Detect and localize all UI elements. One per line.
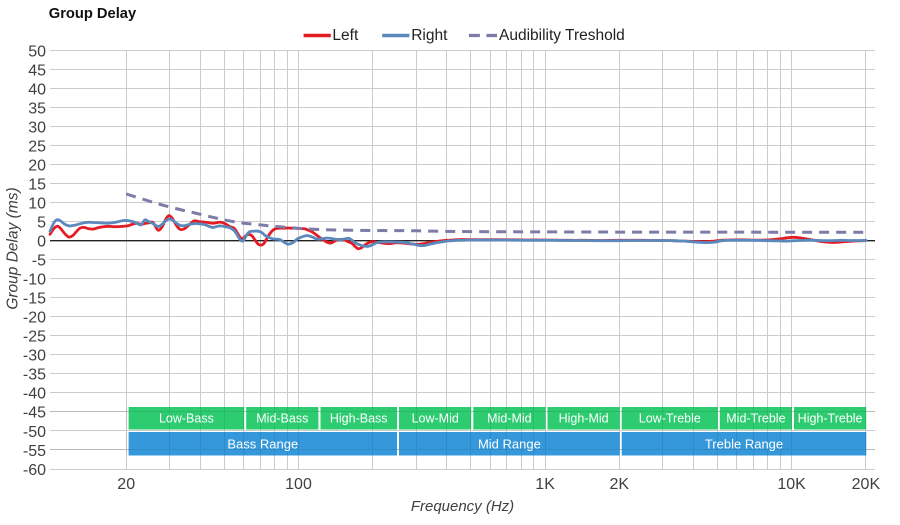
svg-text:-25: -25 xyxy=(23,329,46,346)
svg-text:10: 10 xyxy=(28,196,46,213)
svg-text:30: 30 xyxy=(28,119,46,136)
svg-text:Left: Left xyxy=(332,27,359,44)
svg-text:Group Delay: Group Delay xyxy=(49,6,137,22)
svg-text:0: 0 xyxy=(37,234,46,251)
svg-text:Mid-Bass: Mid-Bass xyxy=(256,412,308,426)
svg-text:High-Mid: High-Mid xyxy=(559,412,609,426)
svg-text:20: 20 xyxy=(28,157,46,174)
svg-text:50: 50 xyxy=(28,43,46,60)
svg-text:-35: -35 xyxy=(23,367,46,384)
svg-text:100: 100 xyxy=(285,476,312,493)
svg-text:Mid Range: Mid Range xyxy=(478,436,541,451)
svg-text:45: 45 xyxy=(28,62,46,79)
svg-text:35: 35 xyxy=(28,100,46,117)
svg-text:10K: 10K xyxy=(777,476,806,493)
svg-text:-30: -30 xyxy=(23,348,46,365)
svg-text:-40: -40 xyxy=(23,386,46,403)
svg-text:-20: -20 xyxy=(23,310,46,327)
svg-text:-45: -45 xyxy=(23,405,46,422)
svg-text:-15: -15 xyxy=(23,291,46,308)
svg-text:Audibility Treshold: Audibility Treshold xyxy=(499,27,625,44)
svg-text:2K: 2K xyxy=(610,476,630,493)
svg-text:High-Bass: High-Bass xyxy=(330,412,388,426)
svg-text:Group Delay (ms): Group Delay (ms) xyxy=(4,187,21,309)
svg-text:1K: 1K xyxy=(535,476,555,493)
svg-text:High-Treble: High-Treble xyxy=(798,412,863,426)
svg-text:15: 15 xyxy=(28,177,46,194)
svg-text:-60: -60 xyxy=(23,462,46,479)
svg-text:Low-Treble: Low-Treble xyxy=(639,412,701,426)
svg-text:Right: Right xyxy=(411,27,448,44)
svg-text:-50: -50 xyxy=(23,424,46,441)
svg-text:5: 5 xyxy=(37,215,46,232)
svg-text:Low-Bass: Low-Bass xyxy=(159,412,214,426)
svg-text:Low-Mid: Low-Mid xyxy=(412,412,459,426)
svg-text:25: 25 xyxy=(28,138,46,155)
svg-text:Treble Range: Treble Range xyxy=(705,436,783,451)
svg-text:40: 40 xyxy=(28,81,46,98)
svg-text:Mid-Mid: Mid-Mid xyxy=(487,412,531,426)
svg-text:-10: -10 xyxy=(23,272,46,289)
svg-text:-5: -5 xyxy=(32,253,46,270)
svg-text:Frequency (Hz): Frequency (Hz) xyxy=(411,498,514,515)
svg-text:-55: -55 xyxy=(23,443,46,460)
svg-text:Mid-Treble: Mid-Treble xyxy=(726,412,785,426)
svg-text:20: 20 xyxy=(117,476,135,493)
svg-text:20K: 20K xyxy=(852,476,881,493)
svg-text:Bass Range: Bass Range xyxy=(227,436,298,451)
